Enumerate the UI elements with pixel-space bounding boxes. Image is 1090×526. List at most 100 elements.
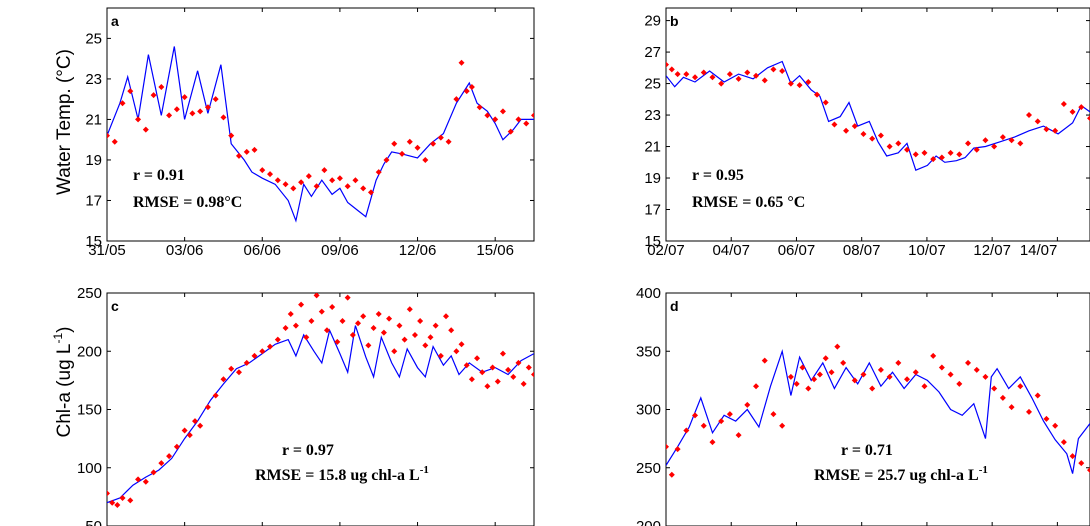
x-tick-label: 04/07 [712,242,750,259]
observed-point [458,341,465,348]
observed-point [344,183,351,190]
observed-point [197,108,204,115]
panel-letter: a [111,13,119,29]
observed-point [228,132,235,139]
observed-point [744,69,751,76]
observed-point [840,359,847,366]
observed-point [220,114,227,121]
observed-point [318,308,325,315]
y-tick-label: 50 [85,518,102,526]
observed-point [259,348,266,355]
observed-point [321,167,328,174]
observed-point [349,331,356,338]
observed-point [492,116,499,123]
observed-point [828,369,835,376]
observed-point [811,376,818,383]
observed-point [1060,101,1067,108]
plot-area [107,293,534,509]
observed-point [674,446,681,453]
observed-point [1017,140,1024,147]
observed-point [367,189,374,196]
observed-point [336,175,343,182]
rmse-label: RMSE = 0.98°C [133,194,242,211]
observed-point [197,422,204,429]
y-axis-label-chl-a: Chl-a (ug L-1) [51,327,75,438]
x-tick-label: 09/06 [321,242,359,259]
plot-area [666,343,1090,478]
observed-point [267,343,274,350]
observed-point [352,177,359,184]
observed-point [930,352,937,359]
observed-point [1043,126,1050,133]
observed-point [666,443,669,450]
x-tick-label: 02/07 [647,242,685,259]
observed-point [323,327,330,334]
y-tick-label: 27 [644,44,661,61]
y-tick-label: 150 [77,402,102,419]
observed-point [895,359,902,366]
observed-point [150,92,157,99]
observed-point [956,151,963,158]
observed-point [235,369,242,376]
observed-point [499,350,506,357]
observed-point [484,112,491,119]
observed-point [921,383,928,390]
observed-point [718,418,725,425]
observed-point [947,371,954,378]
observed-point [468,84,475,91]
observed-point [445,138,452,145]
observed-point [779,67,786,74]
observed-point [668,471,675,478]
observed-point [228,365,235,372]
correlation-label: r = 0.95 [692,167,744,184]
plot-area [666,60,1090,172]
observed-point [1008,137,1015,144]
observed-point [499,108,506,115]
observed-point [877,366,884,373]
y-tick-label: 17 [85,192,102,209]
observed-point [173,106,180,113]
model-series-line [666,348,1090,474]
observed-point [796,82,803,89]
observed-point [851,377,858,384]
y-tick-label: 300 [636,402,661,419]
observed-point [173,443,180,450]
observed-point [181,427,188,434]
panel-a: 15 17 19 21 23 25 31/05 03/06 06/06 09/06 12/06 15/… [85,7,535,259]
observed-point [991,143,998,150]
observed-point [114,502,121,509]
observed-point [1078,460,1085,467]
observed-point [1034,118,1041,125]
observed-point [344,294,351,301]
observed-point [267,171,274,178]
observed-point [437,352,444,359]
panel-c: 5010015020025031/0503/0606/0609/0612/061… [77,285,535,526]
observed-point [399,150,406,157]
observed-point [181,94,188,101]
observed-point [787,80,794,87]
y-tick-label: 21 [85,111,102,128]
observed-point [107,132,110,139]
rmse-text: RMSE = 15.8 ug chl-a L [255,467,420,484]
observed-point [417,317,424,324]
observed-point [191,418,198,425]
observed-point [523,120,530,127]
observed-point [360,185,367,192]
observed-point [938,364,945,371]
observed-point [329,303,336,310]
observed-point [531,112,534,119]
observed-point [166,453,173,460]
observed-point [938,154,945,161]
correlation-label: r = 0.71 [841,442,893,459]
observed-point [1026,408,1033,415]
observed-point [135,476,142,483]
x-tick-label: 12/07 [973,242,1011,259]
observed-point [370,324,377,331]
observed-point [365,342,372,349]
observed-point [484,383,491,390]
observed-point [816,371,823,378]
observed-point [463,88,470,95]
observed-point [956,380,963,387]
observed-point [834,343,841,350]
